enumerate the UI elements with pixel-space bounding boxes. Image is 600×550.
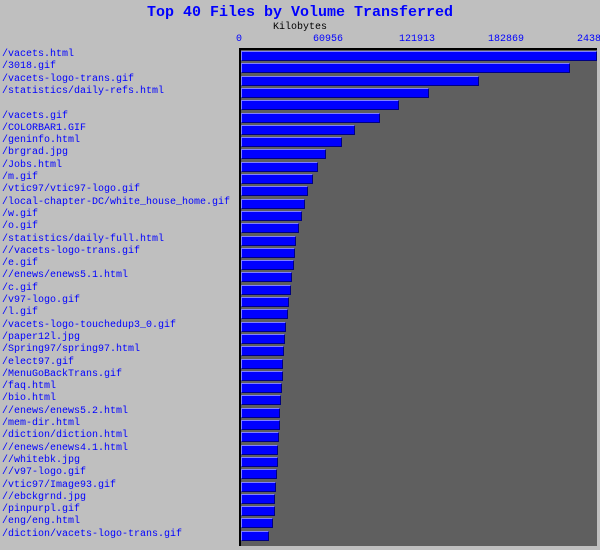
file-label: /o.gif [2, 221, 38, 233]
x-tick: 121913 [399, 34, 435, 45]
file-label: //vacets-logo-trans.gif [2, 246, 140, 258]
bar [241, 51, 597, 61]
bar [241, 137, 342, 147]
file-label: /v97-logo.gif [2, 295, 80, 307]
bar [241, 334, 285, 344]
x-tick: 60956 [313, 34, 343, 45]
bar [241, 432, 279, 442]
bar [241, 457, 278, 467]
file-label: /statistics/daily-full.html [2, 234, 164, 246]
file-label: //ebckgrnd.jpg [2, 492, 86, 504]
file-label: /faq.html [2, 381, 56, 393]
x-tick: 0 [236, 34, 242, 45]
file-label: /geninfo.html [2, 135, 80, 147]
file-label: /pinpurpl.gif [2, 504, 80, 516]
bar [241, 236, 296, 246]
bar [241, 371, 283, 381]
file-label: //enews/enews4.1.html [2, 443, 128, 455]
bar [241, 174, 313, 184]
bar [241, 309, 288, 319]
file-label: /vacets.html [2, 49, 74, 61]
bar [241, 506, 275, 516]
file-label: /vtic97/Image93.gif [2, 480, 116, 492]
x-axis-label: Kilobytes [0, 22, 600, 33]
file-volume-chart: Top 40 Files by Volume Transferred Kilob… [0, 0, 600, 550]
bar [241, 285, 291, 295]
file-label: //whitebk.jpg [2, 455, 80, 467]
bar [241, 260, 294, 270]
file-label: /Jobs.html [2, 160, 62, 172]
plot-area [239, 48, 597, 546]
bar [241, 395, 281, 405]
bar [241, 149, 326, 159]
bar [241, 125, 355, 135]
file-label: /diction/vacets-logo-trans.gif [2, 529, 182, 541]
file-label: /Spring97/spring97.html [2, 344, 140, 356]
bar [241, 531, 269, 541]
bar [241, 445, 278, 455]
bar [241, 420, 280, 430]
bar [241, 63, 570, 73]
file-label: /3018.gif [2, 61, 56, 73]
file-label: /c.gif [2, 283, 38, 295]
bar [241, 494, 275, 504]
bar [241, 100, 399, 110]
bar [241, 76, 479, 86]
y-axis-labels: /vacets.html/3018.gif/vacets-logo-trans.… [0, 48, 236, 546]
bar [241, 383, 282, 393]
bar [241, 211, 302, 221]
bar [241, 272, 292, 282]
bar [241, 248, 295, 258]
file-label: /local-chapter-DC/white_house_home.gif [2, 197, 230, 209]
bar [241, 518, 273, 528]
file-label: /vacets.gif [2, 111, 68, 123]
bar [241, 482, 276, 492]
bar [241, 408, 280, 418]
bar [241, 186, 308, 196]
chart-title: Top 40 Files by Volume Transferred [0, 4, 600, 21]
bar [241, 162, 318, 172]
bar [241, 297, 289, 307]
bar [241, 199, 305, 209]
file-label: //enews/enews5.2.html [2, 406, 128, 418]
file-label: /paper12l.jpg [2, 332, 80, 344]
bar [241, 346, 284, 356]
bar [241, 359, 283, 369]
file-label: /w.gif [2, 209, 38, 221]
bar [241, 88, 429, 98]
file-label: /m.gif [2, 172, 38, 184]
file-label: /brgrad.jpg [2, 147, 68, 159]
file-label: /diction/diction.html [2, 430, 128, 442]
file-label: /e.gif [2, 258, 38, 270]
x-axis-ticks: 0 60956 121913 182869 243826 [239, 34, 597, 46]
file-label: /vacets-logo-trans.gif [2, 74, 134, 86]
file-label: /vacets-logo-touchedup3_0.gif [2, 320, 176, 332]
file-label: //enews/enews5.1.html [2, 270, 128, 282]
bar [241, 322, 286, 332]
file-label: /mem-dir.html [2, 418, 80, 430]
file-label: /l.gif [2, 307, 38, 319]
file-label: /vtic97/vtic97-logo.gif [2, 184, 140, 196]
file-label: //v97-logo.gif [2, 467, 86, 479]
file-label: /MenuGoBackTrans.gif [2, 369, 122, 381]
file-label: /elect97.gif [2, 357, 74, 369]
x-tick: 182869 [488, 34, 524, 45]
file-label: /COLORBAR1.GIF [2, 123, 86, 135]
bar [241, 469, 277, 479]
file-label: /statistics/daily-refs.html [2, 86, 164, 98]
bar [241, 223, 299, 233]
file-label: /eng/eng.html [2, 516, 80, 528]
x-tick: 243826 [577, 34, 600, 45]
file-label: /bio.html [2, 393, 56, 405]
bar [241, 113, 380, 123]
